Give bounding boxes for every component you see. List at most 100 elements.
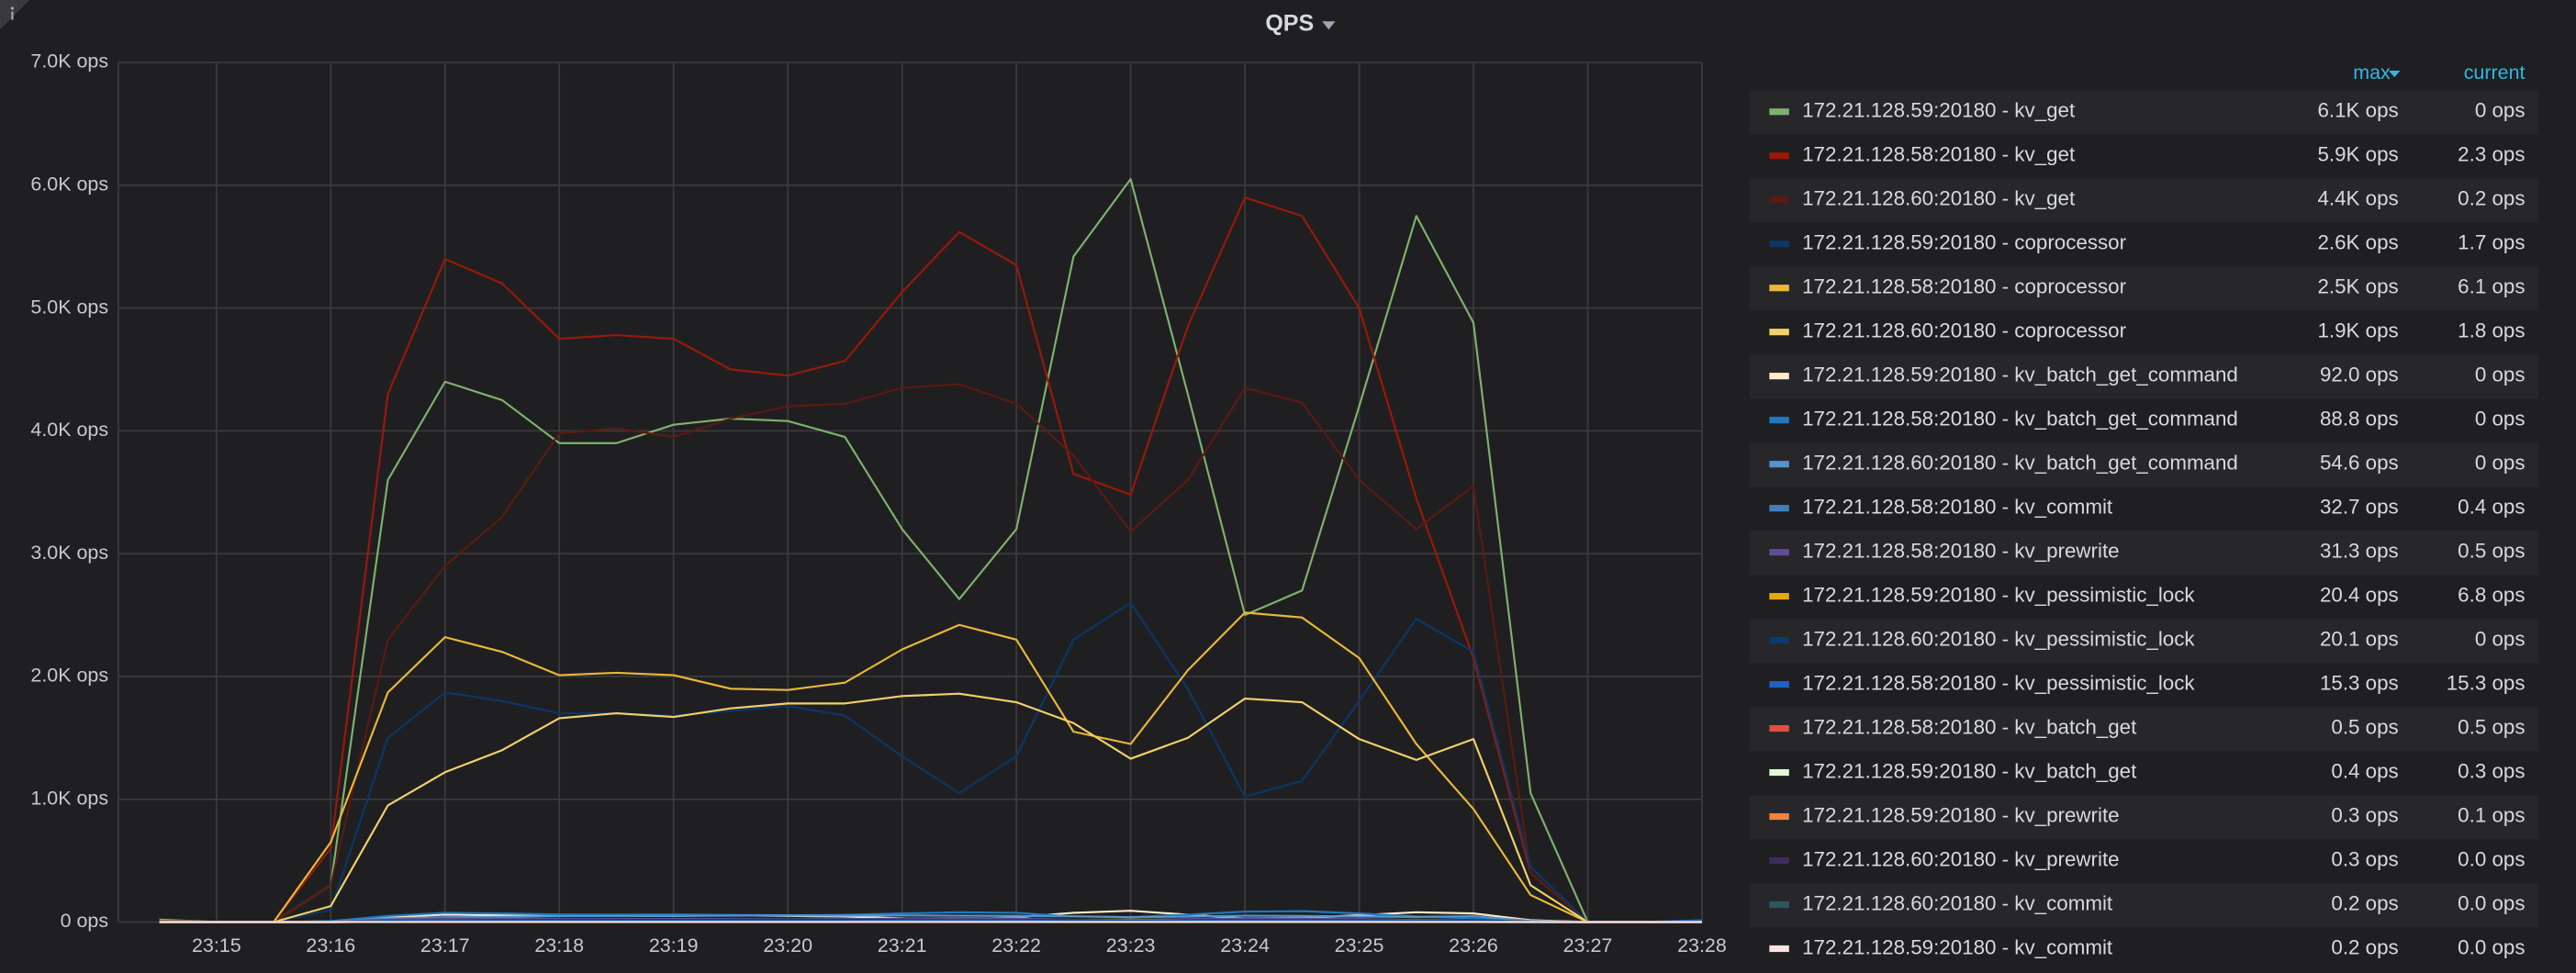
- x-tick-label: 23:18: [534, 934, 584, 956]
- legend-max: 92.0 ops: [2320, 363, 2399, 386]
- legend-item[interactable]: 172.21.128.58:20180 - kv_pessimistic_loc…: [1769, 671, 2526, 694]
- legend-max: 0.3 ops: [2331, 803, 2398, 826]
- legend-current: 15.3 ops: [2447, 671, 2526, 694]
- legend-max: 2.5K ops: [2317, 275, 2398, 298]
- legend-item[interactable]: 172.21.128.60:20180 - kv_commit 0.2 ops 0.…: [1769, 891, 2526, 914]
- legend-item[interactable]: 172.21.128.58:20180 - kv_prewrite 31.3 op…: [1769, 540, 2526, 563]
- legend-current: 0.2 ops: [2458, 187, 2525, 210]
- legend-swatch: [1769, 900, 1789, 909]
- x-tick-label: 23:16: [306, 934, 355, 956]
- legend-max: 5.9K ops: [2317, 143, 2398, 166]
- legend-item[interactable]: 172.21.128.58:20180 - kv_commit 32.7 ops 0…: [1769, 496, 2526, 519]
- x-tick-label: 23:15: [192, 934, 241, 956]
- legend-current: 0.0 ops: [2458, 847, 2525, 870]
- legend-current: 0.0 ops: [2458, 935, 2525, 958]
- x-tick-label: 23:22: [991, 934, 1041, 956]
- legend-item[interactable]: 172.21.128.60:20180 - kv_pessimistic_loc…: [1769, 627, 2526, 651]
- legend-swatch: [1769, 505, 1789, 512]
- x-tick-label: 23:19: [649, 934, 699, 956]
- legend-label: 172.21.128.60:20180 - kv_batch_get_comma…: [1802, 452, 2238, 475]
- x-tick-label: 23:27: [1563, 934, 1613, 956]
- legend-item[interactable]: 172.21.128.59:20180 - kv_pessimistic_loc…: [1769, 584, 2526, 607]
- info-dot: [10, 6, 15, 10]
- legend-label: 172.21.128.60:20180 - kv_commit: [1802, 891, 2113, 914]
- x-tick-label: 23:26: [1449, 934, 1498, 956]
- legend-label: 172.21.128.58:20180 - kv_prewrite: [1802, 540, 2119, 563]
- legend-row-background: [1749, 707, 2538, 752]
- legend-item[interactable]: 172.21.128.60:20180 - coprocessor 1.9K op…: [1769, 319, 2526, 342]
- legend-swatch: [1769, 681, 1789, 688]
- legend-label: 172.21.128.59:20180 - kv_pessimistic_loc…: [1802, 584, 2195, 607]
- legend-swatch: [1769, 152, 1789, 160]
- legend-item[interactable]: 172.21.128.59:20180 - kv_prewrite 0.3 ops…: [1769, 803, 2526, 826]
- series-line: [159, 692, 1702, 923]
- legend-row-background: [1749, 90, 2538, 135]
- legend-row-background: [1749, 178, 2538, 223]
- legend-item[interactable]: 172.21.128.59:20180 - kv_batch_get 0.4 op…: [1769, 759, 2526, 782]
- legend-max: 31.3 ops: [2320, 540, 2399, 563]
- legend-max: 54.6 ops: [2320, 452, 2399, 475]
- legend-row-background: [1749, 354, 2538, 399]
- legend-label: 172.21.128.60:20180 - kv_get: [1802, 187, 2076, 210]
- legend-current: 0.4 ops: [2458, 496, 2525, 519]
- legend-swatch: [1769, 196, 1789, 204]
- legend-row-background: [1749, 266, 2538, 311]
- legend-current: 0.5 ops: [2458, 715, 2525, 738]
- x-tick-label: 23:21: [878, 934, 927, 956]
- legend-current: 0 ops: [2475, 99, 2526, 122]
- series-line: [159, 178, 1702, 923]
- legend-item[interactable]: 172.21.128.59:20180 - kv_get 6.1K ops 0 op…: [1769, 99, 2526, 122]
- chart-title[interactable]: QPS: [1265, 10, 1314, 36]
- legend-header-max[interactable]: max: [2353, 62, 2391, 84]
- legend-swatch: [1769, 549, 1789, 556]
- legend-item[interactable]: 172.21.128.60:20180 - kv_get 4.4K ops 0.2 …: [1769, 187, 2526, 210]
- legend-item[interactable]: 172.21.128.58:20180 - kv_batch_get 0.5 op…: [1769, 715, 2526, 738]
- legend-label: 172.21.128.59:20180 - kv_batch_get_comma…: [1802, 363, 2238, 386]
- legend-max: 15.3 ops: [2320, 671, 2399, 694]
- y-tick-label: 5.0K ops: [30, 296, 108, 318]
- legend-current: 0 ops: [2475, 627, 2526, 650]
- y-tick-label: 0 ops: [61, 910, 109, 932]
- legend-swatch: [1769, 637, 1789, 644]
- x-tick-label: 23:20: [763, 934, 812, 956]
- legend-header-current[interactable]: current: [2464, 62, 2526, 84]
- legend-label: 172.21.128.60:20180 - kv_pessimistic_loc…: [1802, 627, 2195, 650]
- legend-current: 0.5 ops: [2458, 540, 2525, 563]
- legend-item[interactable]: 172.21.128.60:20180 - kv_batch_get_comma…: [1769, 452, 2526, 475]
- legend-current: 1.7 ops: [2458, 231, 2525, 254]
- legend-item[interactable]: 172.21.128.59:20180 - kv_commit 0.2 ops 0.…: [1769, 935, 2526, 958]
- legend-label: 172.21.128.59:20180 - kv_batch_get: [1802, 759, 2137, 782]
- legend-label: 172.21.128.58:20180 - kv_commit: [1802, 496, 2113, 519]
- x-tick-label: 23:17: [420, 934, 470, 956]
- legend-swatch: [1769, 240, 1789, 248]
- legend-item[interactable]: 172.21.128.58:20180 - kv_batch_get_comma…: [1769, 408, 2526, 431]
- legend-swatch: [1769, 768, 1789, 777]
- series-line: [159, 611, 1702, 923]
- legend-current: 0 ops: [2475, 452, 2526, 475]
- y-tick-label: 4.0K ops: [30, 419, 108, 441]
- legend-item[interactable]: 172.21.128.58:20180 - kv_get 5.9K ops 2.3 …: [1769, 143, 2526, 166]
- legend-label: 172.21.128.58:20180 - kv_pessimistic_loc…: [1802, 671, 2195, 694]
- series-line: [159, 196, 1702, 923]
- legend-max: 0.5 ops: [2331, 715, 2398, 738]
- legend-current: 6.8 ops: [2458, 584, 2525, 607]
- legend-max: 0.2 ops: [2331, 891, 2398, 914]
- legend-max: 20.4 ops: [2320, 584, 2399, 607]
- legend-item[interactable]: 172.21.128.59:20180 - coprocessor 2.6K op…: [1769, 231, 2526, 254]
- legend-item[interactable]: 172.21.128.59:20180 - kv_batch_get_comma…: [1769, 363, 2526, 386]
- legend-label: 172.21.128.59:20180 - kv_prewrite: [1802, 803, 2119, 826]
- legend-row-background: [1749, 795, 2538, 840]
- legend-row-background: [1749, 619, 2538, 664]
- legend-item[interactable]: 172.21.128.58:20180 - coprocessor 2.5K op…: [1769, 275, 2526, 298]
- legend-current: 1.8 ops: [2458, 319, 2525, 342]
- legend-swatch: [1769, 593, 1789, 600]
- title-dropdown-caret[interactable]: [1322, 21, 1336, 30]
- legend-swatch: [1769, 461, 1789, 468]
- legend-item[interactable]: 172.21.128.60:20180 - kv_prewrite 0.3 ops…: [1769, 847, 2526, 870]
- series-line: [159, 601, 1702, 923]
- legend: 172.21.128.59:20180 - kv_get 6.1K ops 0 op…: [1749, 90, 2538, 958]
- series-line: [159, 383, 1702, 923]
- legend-swatch: [1769, 724, 1789, 733]
